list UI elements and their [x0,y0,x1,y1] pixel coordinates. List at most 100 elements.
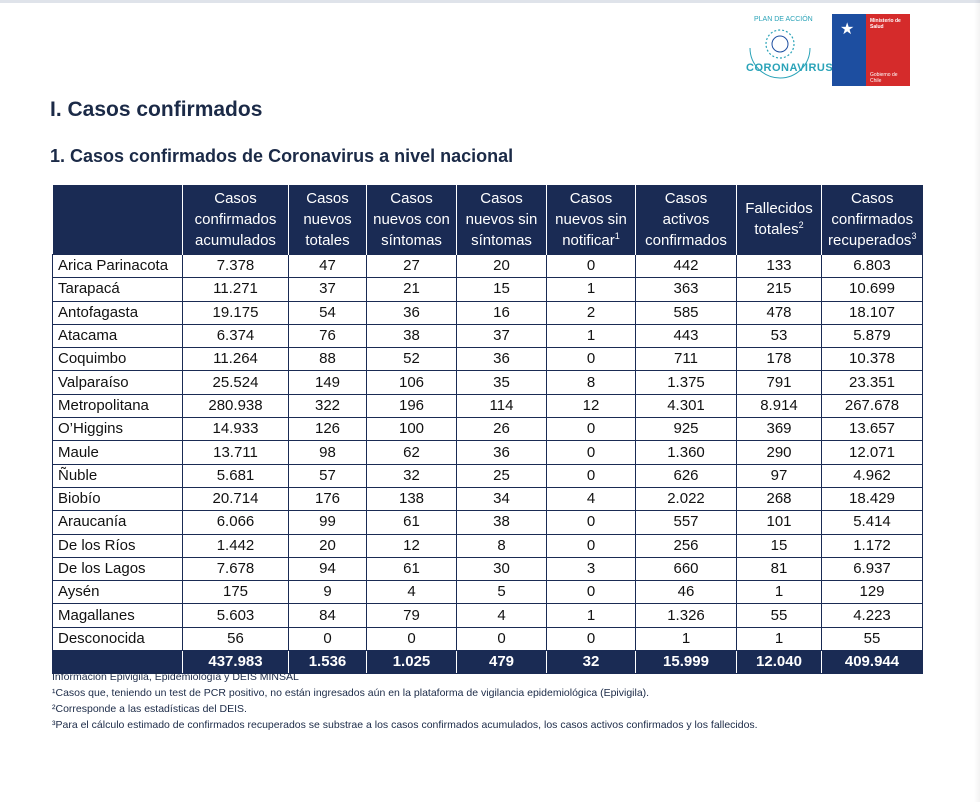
value-cell: 16 [456,300,547,325]
value-cell: 18.107 [821,300,923,325]
value-cell: 13.711 [182,440,289,465]
value-cell: 53 [736,323,822,349]
region-name-cell: Maule [52,440,183,465]
value-cell: 15 [456,277,547,302]
table-row: Desconocida 56 0 0 0 0 1 1 55 [52,626,923,652]
value-cell: 25 [456,463,547,488]
value-cell: 100 [366,417,457,442]
header-confirmados-acumulados: Casos confirmados acumulados [182,185,289,255]
header-nuevos-con-sintomas: Casos nuevos con síntomas [366,185,457,255]
value-cell: 1 [546,277,636,302]
value-cell: 98 [288,440,367,465]
region-name-cell: Arica Parinacota [52,253,183,279]
minsal-line-1: Ministerio de [870,18,901,24]
value-cell: 267.678 [821,393,923,419]
region-name-cell: Araucanía [52,510,183,535]
value-cell: 175 [182,580,289,605]
table-row: Metropolitana 280.938 322 196 114 12 4.301 8.91… [52,393,923,419]
value-cell: 101 [736,510,822,535]
value-cell: 280.938 [182,393,289,419]
value-cell: 478 [736,300,822,325]
value-cell: 196 [366,393,457,419]
table-row: O’Higgins 14.933 126 100 26 0 925 369 13.657 [52,417,923,442]
header-logos: CORONAVIRUS PLAN DE ACCIÓN ★ Ministerio … [740,14,910,88]
header-nuevos-totales: Casos nuevos totales [288,185,367,255]
table-row: Araucanía 6.066 99 61 38 0 557 101 5.414 [52,510,923,535]
value-cell: 6.937 [821,556,923,582]
table-row: De los Lagos 7.678 94 61 30 3 660 81 6.937 [52,556,923,582]
total-cell: 32 [546,650,636,675]
value-cell: 5.681 [182,463,289,488]
value-cell: 1.360 [635,440,737,465]
value-cell: 1 [635,626,737,652]
minsal-blue-band: ★ [832,14,866,86]
value-cell: 76 [288,323,367,349]
footnote-1: ¹Casos que, teniendo un test de PCR posi… [52,687,650,699]
total-cell: 1.025 [366,650,457,675]
table-row: Valparaíso 25.524 149 106 35 8 1.375 791 23.351 [52,370,923,395]
value-cell: 36 [456,440,547,465]
value-cell: 12.071 [821,440,923,465]
value-cell: 0 [546,580,636,605]
value-cell: 8.914 [736,393,822,419]
value-cell: 114 [456,393,547,419]
table-row: Coquimbo 11.264 88 52 36 0 711 178 10.378 [52,347,923,372]
value-cell: 8 [546,370,636,395]
value-cell: 8 [456,533,547,558]
value-cell: 94 [288,556,367,582]
coronavirus-plan-logo: CORONAVIRUS PLAN DE ACCIÓN [740,14,833,88]
region-name-cell: De los Lagos [52,556,183,582]
subsection-title: 1. Casos confirmados de Coronavirus a ni… [50,146,514,166]
value-cell: 55 [736,603,822,628]
coronavirus-logo-arc-text: PLAN DE ACCIÓN [754,16,813,23]
region-name-cell: Aysén [52,580,183,605]
header-region [52,185,183,255]
value-cell: 97 [736,463,822,488]
value-cell: 711 [635,347,737,372]
value-cell: 5.879 [821,323,923,349]
value-cell: 363 [635,277,737,302]
value-cell: 126 [288,417,367,442]
value-cell: 1.375 [635,370,737,395]
value-cell: 88 [288,347,367,372]
value-cell: 38 [366,323,457,349]
region-name-cell: Magallanes [52,603,183,628]
value-cell: 6.374 [182,323,289,349]
value-cell: 0 [546,347,636,372]
region-name-cell: Tarapacá [52,277,183,302]
value-cell: 10.378 [821,347,923,372]
value-cell: 61 [366,556,457,582]
value-cell: 6.066 [182,510,289,535]
coronavirus-logo-text: CORONAVIRUS [746,62,834,74]
value-cell: 215 [736,277,822,302]
value-cell: 84 [288,603,367,628]
value-cell: 791 [736,370,822,395]
table-row: De los Ríos 1.442 20 12 8 0 256 15 1.172 [52,533,923,558]
total-cell: 479 [456,650,547,675]
value-cell: 0 [546,440,636,465]
value-cell: 138 [366,486,457,512]
value-cell: 20 [456,253,547,279]
value-cell: 0 [546,510,636,535]
value-cell: 268 [736,486,822,512]
value-cell: 57 [288,463,367,488]
value-cell: 37 [456,323,547,349]
total-cell: 1.536 [288,650,367,675]
value-cell: 36 [366,300,457,325]
value-cell: 3 [546,556,636,582]
value-cell: 14.933 [182,417,289,442]
value-cell: 585 [635,300,737,325]
header-activos-confirmados: Casos activos confirmados [635,185,737,255]
value-cell: 61 [366,510,457,535]
footnote-2: ²Corresponde a las estadísticas del DEIS… [52,703,247,715]
region-name-cell: Desconocida [52,626,183,652]
value-cell: 4.962 [821,463,923,488]
value-cell: 23.351 [821,370,923,395]
value-cell: 660 [635,556,737,582]
table-row: Magallanes 5.603 84 79 4 1 1.326 55 4.223 [52,603,923,628]
value-cell: 37 [288,277,367,302]
region-name-cell: De los Ríos [52,533,183,558]
value-cell: 106 [366,370,457,395]
value-cell: 557 [635,510,737,535]
value-cell: 149 [288,370,367,395]
